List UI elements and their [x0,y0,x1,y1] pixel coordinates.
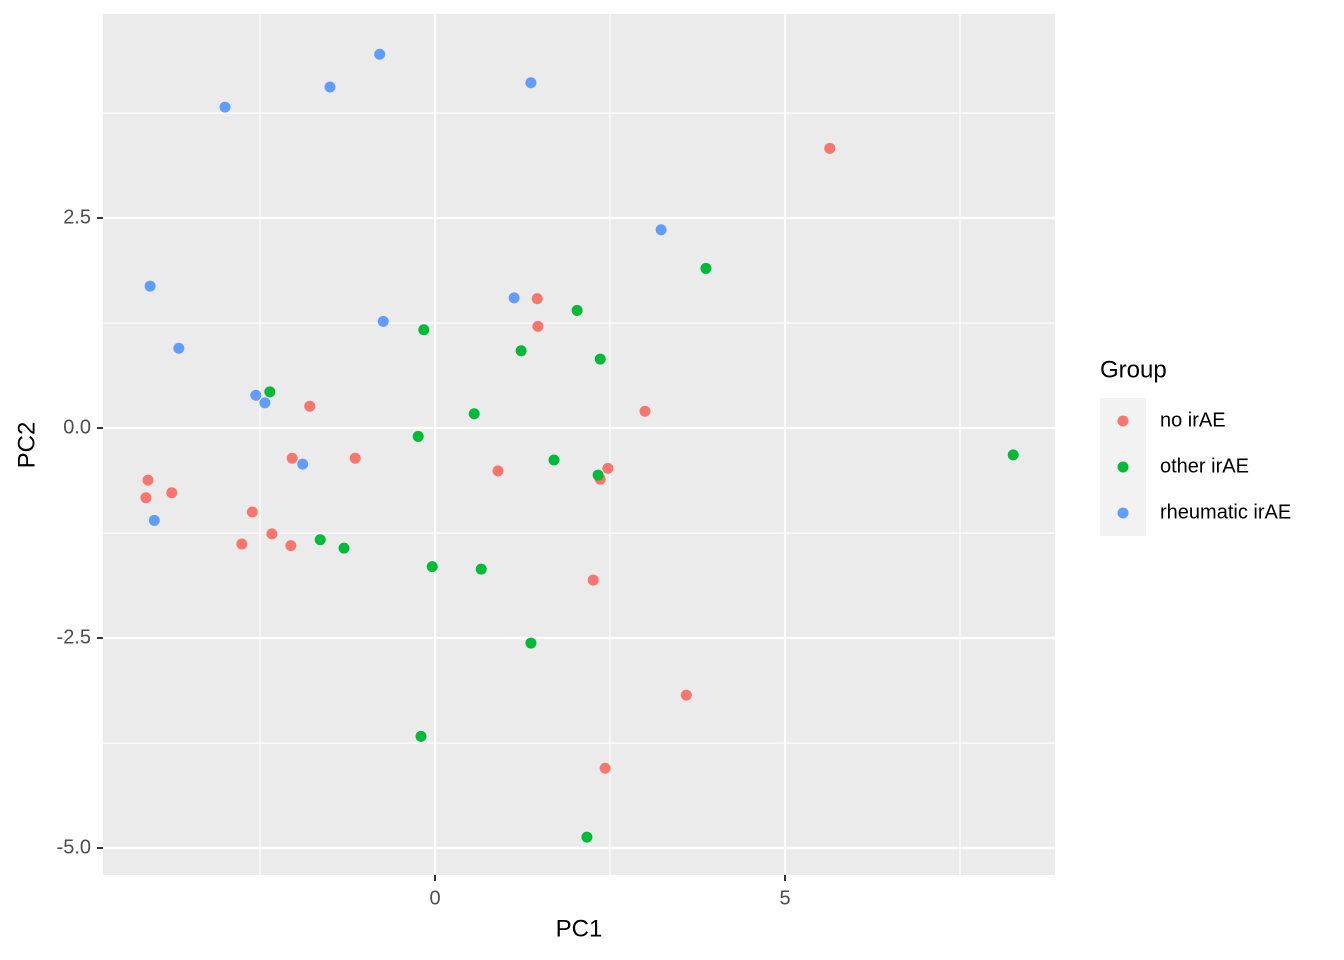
point [475,563,487,575]
point [250,389,262,401]
points [140,48,1019,843]
point [531,293,543,305]
point [264,386,276,398]
point [426,561,438,573]
point [144,280,156,292]
point [142,474,154,486]
point [525,77,537,89]
point [324,81,336,93]
point [468,408,480,420]
point [532,320,544,332]
legend-swatch [1117,415,1129,427]
point [219,101,231,113]
point [602,462,614,474]
point [594,353,606,365]
point [680,689,692,701]
point [592,469,604,481]
x-tick-label: 0 [429,887,440,909]
point [548,454,560,466]
point [140,492,152,504]
y-tick-label: -5.0 [57,836,91,858]
point [525,637,537,649]
point [515,345,527,357]
point [508,292,520,304]
point [349,452,361,464]
point [418,324,430,336]
point [148,514,160,526]
point [587,574,599,586]
point [415,730,427,742]
y-tick-label: 0.0 [63,416,91,438]
point [266,528,278,540]
point [492,465,504,477]
point [377,315,389,327]
point [374,48,386,60]
point [259,397,271,409]
point [285,540,297,552]
point [824,142,836,154]
point [571,304,583,316]
point [655,224,667,236]
point [304,400,316,412]
point [700,262,712,274]
point [286,452,298,464]
x-axis-label: PC1 [556,915,603,942]
legend-swatch [1117,507,1129,519]
legend-swatch [1117,461,1129,473]
y-axis-label: PC2 [13,422,40,469]
y-tick-label: 2.5 [63,206,91,228]
x-tick-label: 5 [779,887,790,909]
point [412,430,424,442]
point [314,534,326,546]
point [236,538,248,550]
point [297,458,309,470]
legend-label: other irAE [1160,455,1249,477]
legend-title: Group [1100,356,1167,383]
legend-label: no irAE [1160,409,1226,431]
point [1007,449,1019,461]
y-tick-label: -2.5 [57,626,91,648]
point [599,762,611,774]
legend-label: rheumatic irAE [1160,501,1291,523]
point [581,831,593,843]
point [173,342,185,354]
grid [103,14,1055,875]
point [639,405,651,417]
point [246,506,258,518]
point [338,542,350,554]
point [166,487,178,499]
panel [103,14,1055,875]
